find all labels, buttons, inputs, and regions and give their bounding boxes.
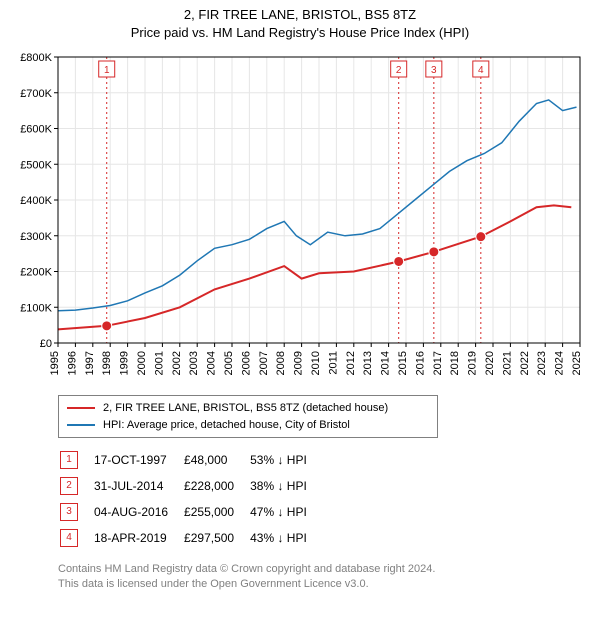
table-row: 2 31-JUL-2014£228,00038% ↓ HPI [60,474,321,498]
svg-text:2016: 2016 [414,351,426,375]
svg-text:2020: 2020 [484,351,496,375]
svg-text:2003: 2003 [188,351,200,375]
svg-text:2: 2 [396,65,402,76]
svg-text:2022: 2022 [519,351,531,375]
footer-line-1: Contains HM Land Registry data © Crown c… [58,562,590,577]
legend-swatch [67,424,95,426]
svg-text:1997: 1997 [84,351,96,375]
table-row: 4 18-APR-2019£297,50043% ↓ HPI [60,526,321,550]
svg-text:1996: 1996 [66,351,78,375]
svg-text:3: 3 [431,65,437,76]
svg-text:£700K: £700K [20,88,52,100]
svg-text:2006: 2006 [240,351,252,375]
svg-text:2018: 2018 [449,351,461,375]
legend: 2, FIR TREE LANE, BRISTOL, BS5 8TZ (deta… [58,395,438,438]
sale-price: £48,000 [184,448,248,472]
sale-delta: 38% ↓ HPI [250,474,321,498]
sales-table: 1 17-OCT-1997£48,00053% ↓ HPI 2 31-JUL-2014… [58,446,323,552]
sale-marker: 3 [60,503,78,521]
legend-label: 2, FIR TREE LANE, BRISTOL, BS5 8TZ (deta… [103,400,388,417]
sale-date: 17-OCT-1997 [94,448,182,472]
svg-text:1995: 1995 [49,351,61,375]
svg-text:1999: 1999 [119,351,131,375]
svg-text:£600K: £600K [20,124,52,136]
svg-text:£500K: £500K [20,159,52,171]
svg-text:£200K: £200K [20,267,52,279]
chart-svg: £0 £100K £200K £300K £400K £500K £600K £700K £80… [10,47,590,387]
legend-item: 2, FIR TREE LANE, BRISTOL, BS5 8TZ (deta… [67,400,429,417]
svg-text:2008: 2008 [275,351,287,375]
svg-text:2012: 2012 [345,351,357,375]
svg-text:£0: £0 [40,338,52,350]
svg-text:1998: 1998 [101,351,113,375]
svg-text:2007: 2007 [258,351,270,375]
sale-date: 31-JUL-2014 [94,474,182,498]
sale-price: £228,000 [184,474,248,498]
table-row: 1 17-OCT-1997£48,00053% ↓ HPI [60,448,321,472]
title-line-1: 2, FIR TREE LANE, BRISTOL, BS5 8TZ [10,6,590,24]
svg-text:2017: 2017 [432,351,444,375]
svg-text:2013: 2013 [362,351,374,375]
sale-delta: 43% ↓ HPI [250,526,321,550]
sale-marker: 1 [60,451,78,469]
svg-text:2009: 2009 [293,351,305,375]
svg-text:1: 1 [104,65,110,76]
svg-text:2005: 2005 [223,351,235,375]
chart-title-block: 2, FIR TREE LANE, BRISTOL, BS5 8TZ Price… [10,6,590,41]
sale-date: 18-APR-2019 [94,526,182,550]
footer-line-2: This data is licensed under the Open Gov… [58,577,590,592]
svg-text:£100K: £100K [20,302,52,314]
svg-text:2000: 2000 [136,351,148,375]
svg-text:2001: 2001 [153,351,165,375]
sale-price: £297,500 [184,526,248,550]
svg-text:2024: 2024 [554,351,566,375]
svg-text:4: 4 [478,65,484,76]
svg-text:2014: 2014 [380,351,392,375]
sale-marker: 2 [60,477,78,495]
legend-swatch [67,407,95,409]
svg-text:2002: 2002 [171,351,183,375]
svg-text:2010: 2010 [310,351,322,375]
sale-delta: 53% ↓ HPI [250,448,321,472]
svg-text:2019: 2019 [467,351,479,375]
attribution-footer: Contains HM Land Registry data © Crown c… [58,562,590,593]
svg-text:2025: 2025 [571,351,583,375]
price-chart: £0 £100K £200K £300K £400K £500K £600K £700K £80… [10,47,590,387]
svg-text:2011: 2011 [327,351,339,375]
svg-text:2021: 2021 [501,351,513,375]
sale-price: £255,000 [184,500,248,524]
title-line-2: Price paid vs. HM Land Registry's House … [10,24,590,42]
svg-text:2015: 2015 [397,351,409,375]
sale-date: 04-AUG-2016 [94,500,182,524]
svg-text:£300K: £300K [20,231,52,243]
sale-marker: 4 [60,529,78,547]
table-row: 3 04-AUG-2016£255,00047% ↓ HPI [60,500,321,524]
legend-item: HPI: Average price, detached house, City… [67,417,429,434]
svg-text:2023: 2023 [536,351,548,375]
svg-text:2004: 2004 [206,351,218,375]
svg-text:£400K: £400K [20,195,52,207]
svg-text:£800K: £800K [20,52,52,64]
legend-label: HPI: Average price, detached house, City… [103,417,350,434]
sale-delta: 47% ↓ HPI [250,500,321,524]
